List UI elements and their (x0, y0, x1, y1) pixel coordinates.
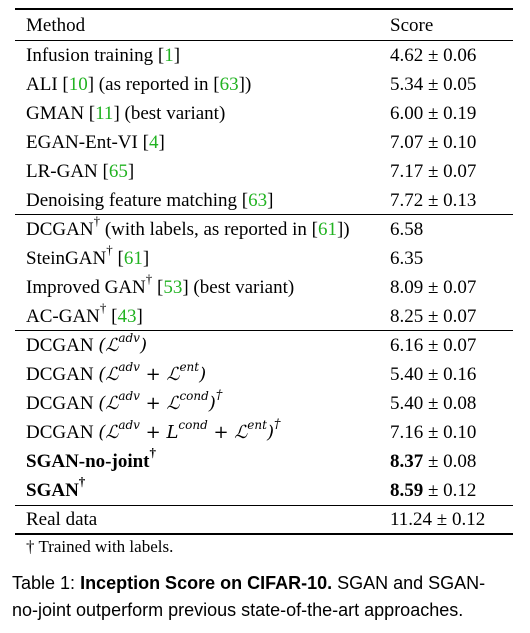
table-caption: Table 1: Inception Score on CIFAR-10. SG… (12, 570, 517, 624)
score-value: 8.37 ± 0.08 (390, 451, 477, 472)
score-value: 4.62 ± 0.06 (390, 45, 477, 66)
citation-link[interactable]: 61 (317, 219, 337, 240)
citation-link[interactable]: 11 (95, 103, 114, 124)
header-method: Method (26, 15, 86, 36)
caption-label: Table 1: (12, 573, 76, 593)
table-row: SGAN-no-joint† 8.37 ± 0.08 (15, 444, 513, 476)
table-row: DCGAN (ℒadv + ℒcond)† 5.40 ± 0.08 (15, 389, 513, 418)
loss-formula: (ℒadv + ℒcond)† (98, 388, 223, 414)
group-rule (15, 330, 513, 331)
header-rule (15, 40, 513, 41)
table-row: DCGAN (ℒadv + ℒent) 5.40 ± 0.16 (15, 360, 513, 389)
table-row: Real data 11.24 ± 0.12 (15, 505, 513, 534)
score-value: 5.40 ± 0.16 (390, 364, 477, 385)
table-row: Improved GAN† [53] (best variant) 8.09 ±… (15, 272, 513, 302)
table-footnote: † Trained with labels. (26, 537, 174, 556)
caption-body: no-joint outperform previous state-of-th… (12, 600, 464, 620)
score-value: 11.24 ± 0.12 (390, 509, 486, 530)
score-value: 7.72 ± 0.13 (390, 190, 477, 211)
citation-link[interactable]: 53 (163, 277, 183, 298)
table-row: DCGAN (ℒadv) 6.16 ± 0.07 (15, 331, 513, 360)
score-value: 7.17 ± 0.07 (390, 161, 477, 182)
table-row: DCGAN† (with labels, as reported in [61]… (15, 214, 513, 244)
citation-link[interactable]: 63 (219, 74, 239, 95)
citation-link[interactable]: 1 (164, 45, 174, 66)
score-value: 7.07 ± 0.10 (390, 132, 477, 153)
loss-formula: (ℒadv + Lcond + ℒent)† (98, 417, 281, 443)
score-value: 6.35 (390, 248, 424, 269)
method-name: SGAN† (26, 473, 86, 501)
caption-title: Inception Score on CIFAR-10. (80, 573, 333, 593)
table-row: SGAN† 8.59 ± 0.12 (15, 473, 513, 505)
score-value: 5.34 ± 0.05 (390, 74, 477, 95)
table-row: Infusion training [1] 4.62 ± 0.06 (15, 41, 513, 70)
table-header: Method Score (15, 11, 513, 40)
score-value: 8.59 ± 0.12 (390, 480, 477, 501)
method-name: Real data (26, 509, 98, 530)
table-row: AC-GAN† [43] 8.25 ± 0.07 (15, 301, 513, 331)
loss-formula: (ℒadv) (98, 331, 147, 356)
citation-link[interactable]: 65 (108, 161, 128, 182)
header-score: Score (390, 15, 434, 36)
citation-link[interactable]: 61 (123, 248, 143, 269)
table-row: EGAN-Ent-VI [4] 7.07 ± 0.10 (15, 128, 513, 157)
loss-formula: (ℒadv + ℒent) (98, 360, 207, 385)
top-rule (15, 8, 513, 10)
citation-link[interactable]: 43 (117, 306, 137, 327)
score-value: 8.09 ± 0.07 (390, 277, 477, 298)
group-rule (15, 214, 513, 215)
table-row: Denoising feature matching [63] 7.72 ± 0… (15, 186, 513, 215)
table-row: DCGAN (ℒadv + Lcond + ℒent)† 7.16 ± 0.10 (15, 418, 513, 447)
score-value: 5.40 ± 0.08 (390, 393, 477, 414)
table-row: SteinGAN† [61] 6.35 (15, 243, 513, 273)
table-row: GMAN [11] (best variant) 6.00 ± 0.19 (15, 99, 513, 128)
method-name: SGAN-no-joint† (26, 444, 157, 472)
citation-link[interactable]: 10 (68, 74, 88, 95)
citation-link[interactable]: 4 (148, 132, 159, 153)
score-value: 7.16 ± 0.10 (390, 422, 477, 443)
table-row: LR-GAN [65] 7.17 ± 0.07 (15, 157, 513, 186)
score-value: 6.58 (390, 219, 424, 240)
group-rule (15, 505, 513, 506)
table-row: ALI [10] (as reported in [63]) 5.34 ± 0.… (15, 70, 513, 99)
score-value: 6.16 ± 0.07 (390, 335, 477, 356)
citation-link[interactable]: 63 (248, 190, 268, 211)
score-value: 6.00 ± 0.19 (390, 103, 477, 124)
bottom-rule (15, 533, 513, 535)
score-value: 8.25 ± 0.07 (390, 306, 477, 327)
